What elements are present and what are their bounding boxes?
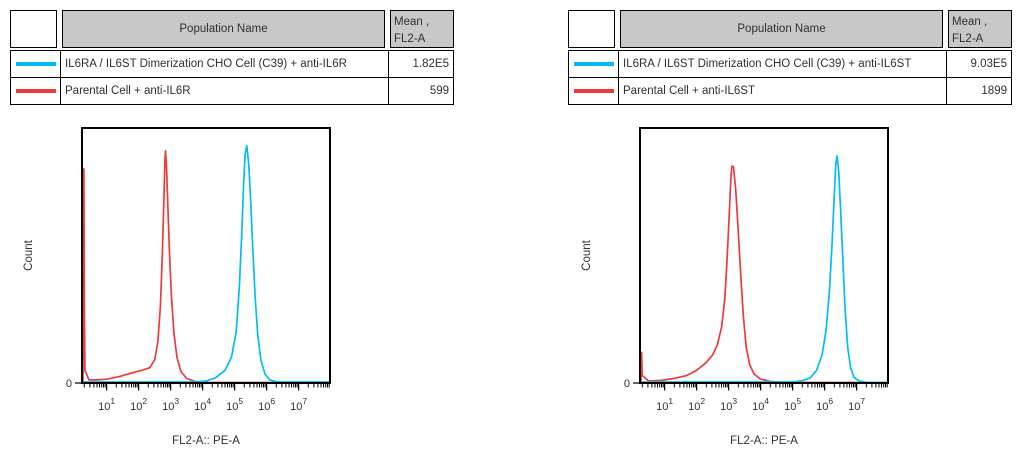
mean-value: 9.03E5 — [970, 58, 1007, 70]
curves — [640, 155, 888, 383]
curves — [82, 144, 330, 383]
population-name: IL6RA / IL6ST Dimerization CHO Cell (C39… — [61, 51, 389, 77]
series-color-swatch — [573, 89, 614, 93]
legend-header-mean: Mean , FL2-A — [390, 10, 454, 48]
legend-header-swatch-cell — [568, 10, 615, 48]
legend-header-population: Population Name — [62, 10, 385, 48]
histogram-curve — [640, 155, 888, 383]
histogram-curve — [640, 165, 888, 383]
panel-anti-il6r: Population Name Mean , FL2-A IL6RA / IL6… — [10, 0, 465, 465]
legend-header-mean-line2: FL2-A — [952, 33, 984, 46]
y-zero-label: 0 — [624, 378, 630, 390]
swatch-cell — [11, 78, 61, 104]
x-axis-tick-label: 101 — [98, 396, 115, 413]
y-zero-label: 0 — [66, 378, 72, 390]
legend-header-mean-line1: Mean , — [394, 16, 430, 28]
x-axis-tick-label: 106 — [816, 396, 833, 413]
population-name: IL6RA / IL6ST Dimerization CHO Cell (C39… — [619, 51, 947, 77]
mean-value: 1.82E5 — [412, 58, 449, 70]
series-color-swatch — [573, 62, 614, 66]
plot-frame — [639, 127, 889, 384]
y-axis-title: Count — [581, 239, 593, 270]
x-axis-ticks — [641, 384, 888, 391]
x-axis-tick-label: 105 — [226, 396, 243, 413]
x-axis-tick-label: 104 — [752, 396, 769, 413]
legend-header-mean: Mean , FL2-A — [948, 10, 1012, 48]
population-name: Parental Cell + anti-IL6R — [61, 78, 389, 104]
legend-body: IL6RA / IL6ST Dimerization CHO Cell (C39… — [568, 50, 1012, 105]
legend-row: IL6RA / IL6ST Dimerization CHO Cell (C39… — [569, 51, 1011, 77]
legend-body: IL6RA / IL6ST Dimerization CHO Cell (C39… — [10, 50, 454, 105]
histogram-curve — [82, 150, 330, 383]
legend-header-population: Population Name — [620, 10, 943, 48]
series-color-swatch — [15, 89, 56, 93]
legend-row: Parental Cell + anti-IL6ST 1899 — [569, 77, 1011, 104]
x-axis-tick-label: 102 — [130, 396, 147, 413]
panel-anti-il6st: Population Name Mean , FL2-A IL6RA / IL6… — [568, 0, 1021, 465]
legend-header-mean-line1: Mean , — [952, 16, 988, 28]
x-axis-tick-label: 107 — [290, 396, 307, 413]
legend-row: Parental Cell + anti-IL6R 599 — [11, 77, 453, 104]
x-axis-tick-label: 103 — [162, 396, 179, 413]
legend-header-swatch-cell — [10, 10, 57, 48]
plot-frame — [81, 127, 331, 384]
histogram-curve — [82, 144, 330, 383]
x-axis-title: FL2-A:: PE-A — [172, 435, 240, 447]
x-axis-tick-label: 104 — [194, 396, 211, 413]
x-axis-tick-label: 101 — [656, 396, 673, 413]
y-axis-title: Count — [23, 239, 35, 270]
swatch-cell — [11, 51, 61, 77]
x-axis-tick-label: 103 — [720, 396, 737, 413]
x-axis-ticks — [83, 384, 330, 391]
legend-header-mean-line2: FL2-A — [394, 33, 426, 46]
swatch-cell — [569, 78, 619, 104]
swatch-cell — [569, 51, 619, 77]
population-name: Parental Cell + anti-IL6ST — [619, 78, 947, 104]
x-axis-tick-label: 106 — [258, 396, 275, 413]
x-axis-tick-label: 105 — [784, 396, 801, 413]
x-axis-tick-label: 102 — [688, 396, 705, 413]
series-color-swatch — [15, 62, 56, 66]
x-axis-title: FL2-A:: PE-A — [730, 435, 798, 447]
legend-row: IL6RA / IL6ST Dimerization CHO Cell (C39… — [11, 51, 453, 77]
mean-value: 599 — [429, 85, 449, 97]
x-axis-tick-label: 107 — [848, 396, 865, 413]
mean-value: 1899 — [981, 85, 1007, 97]
